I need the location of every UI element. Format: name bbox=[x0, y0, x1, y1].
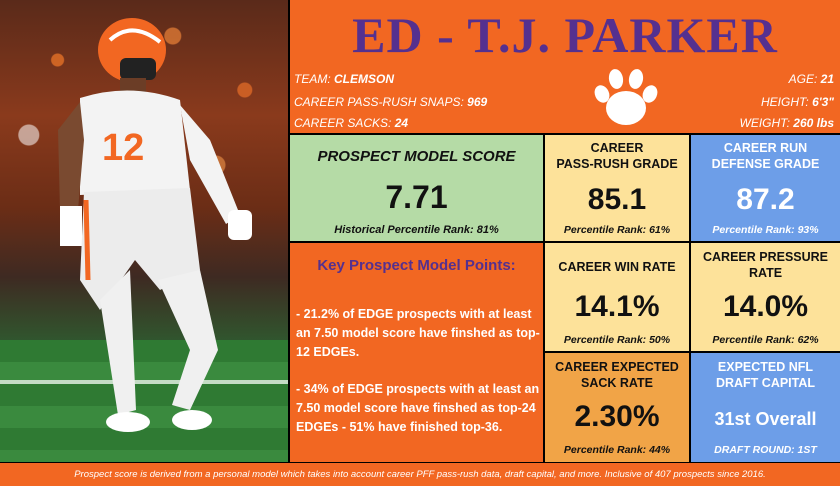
player-title: ED - T.J. PARKER bbox=[352, 7, 778, 63]
key-points-card: Key Prospect Model Points: - 21.2% of ED… bbox=[290, 243, 543, 462]
key-points-title: Key Prospect Model Points: bbox=[317, 257, 516, 274]
key-point-1: - 21.2% of EDGE prospects with at least … bbox=[296, 307, 540, 359]
draft-capital-label-1: EXPECTED NFL bbox=[717, 360, 814, 374]
age-value: 21 bbox=[820, 72, 834, 86]
height-info: HEIGHT: 6'3" bbox=[761, 95, 834, 109]
win-rate-label: CAREER WIN RATE bbox=[558, 260, 676, 274]
team-label: TEAM: bbox=[294, 72, 331, 86]
run-defense-grade-card: CAREER RUN DEFENSE GRADE 87.2 Percentile… bbox=[691, 135, 840, 241]
sacks-value: 24 bbox=[394, 116, 409, 130]
svg-text:12: 12 bbox=[102, 127, 144, 169]
team-value: CLEMSON bbox=[334, 72, 395, 86]
win-rate-card: CAREER WIN RATE 14.1% Percentile Rank: 5… bbox=[545, 243, 689, 351]
snaps-label: CAREER PASS-RUSH SNAPS: bbox=[294, 95, 464, 109]
age-label: AGE: bbox=[788, 72, 818, 86]
draft-round: DRAFT ROUND: 1ST bbox=[714, 444, 817, 456]
model-score-card: PROSPECT MODEL SCORE 7.71 Historical Per… bbox=[290, 135, 543, 241]
sack-rate-value: 2.30% bbox=[574, 400, 660, 433]
pass-rush-grade-card: CAREER PASS-RUSH GRADE 85.1 Percentile R… bbox=[545, 135, 689, 241]
pass-rush-label-2: PASS-RUSH GRADE bbox=[556, 157, 678, 171]
sacks-label: CAREER SACKS: bbox=[294, 116, 392, 130]
height-value: 6'3" bbox=[812, 95, 834, 109]
sack-rate-percentile: Percentile Rank: 44% bbox=[563, 444, 671, 456]
win-rate-percentile: Percentile Rank: 50% bbox=[563, 334, 671, 346]
header-panel: ED - T.J. PARKER TEAM: CLEMSON CAREER PA… bbox=[290, 0, 840, 133]
run-defense-label-2: DEFENSE GRADE bbox=[711, 157, 820, 171]
sack-rate-label-2: SACK RATE bbox=[581, 376, 653, 390]
sack-rate-label-1: CAREER EXPECTED bbox=[555, 360, 679, 374]
draft-capital-label-2: DRAFT CAPITAL bbox=[715, 376, 816, 390]
draft-capital-value: 31st Overall bbox=[714, 409, 817, 429]
age-info: AGE: 21 bbox=[789, 72, 834, 86]
weight-info: WEIGHT: 260 lbs bbox=[740, 116, 834, 130]
snaps-value: 969 bbox=[467, 95, 488, 109]
field-yard-line bbox=[0, 380, 288, 384]
pressure-rate-label-1: CAREER PRESSURE bbox=[702, 250, 829, 264]
run-defense-label-1: CAREER RUN bbox=[723, 141, 808, 155]
run-defense-value: 87.2 bbox=[736, 183, 795, 216]
weight-value: 260 lbs bbox=[793, 116, 834, 130]
draft-capital-card: EXPECTED NFL DRAFT CAPITAL 31st Overall … bbox=[691, 353, 840, 462]
footer-note: Prospect score is derived from a persona… bbox=[0, 463, 840, 486]
model-score-value: 7.71 bbox=[385, 179, 448, 215]
win-rate-value: 14.1% bbox=[574, 290, 660, 323]
tiger-paw-icon bbox=[594, 69, 658, 125]
model-score-label: PROSPECT MODEL SCORE bbox=[317, 148, 516, 165]
pressure-rate-label-2: RATE bbox=[748, 266, 783, 280]
football-field bbox=[0, 340, 288, 462]
pass-rush-value: 85.1 bbox=[587, 183, 647, 216]
model-score-percentile: Historical Percentile Rank: 81% bbox=[334, 224, 499, 236]
football-player-figure: 12 bbox=[58, 18, 252, 432]
weight-label: WEIGHT: bbox=[739, 116, 790, 130]
snaps-info: CAREER PASS-RUSH SNAPS: 969 bbox=[294, 95, 487, 109]
pass-rush-label-1: CAREER bbox=[590, 141, 644, 155]
run-defense-percentile: Percentile Rank: 93% bbox=[712, 224, 819, 236]
key-point-2: - 34% of EDGE prospects with at least an… bbox=[296, 382, 540, 434]
sack-rate-card: CAREER EXPECTED SACK RATE 2.30% Percenti… bbox=[545, 353, 689, 462]
pressure-rate-percentile: Percentile Rank: 62% bbox=[712, 334, 819, 346]
height-label: HEIGHT: bbox=[760, 95, 809, 109]
team-info: TEAM: CLEMSON bbox=[294, 72, 394, 86]
player-photo: 12 bbox=[0, 0, 288, 462]
pressure-rate-value: 14.0% bbox=[722, 290, 809, 323]
pass-rush-percentile: Percentile Rank: 61% bbox=[563, 224, 671, 236]
pressure-rate-card: CAREER PRESSURE RATE 14.0% Percentile Ra… bbox=[691, 243, 840, 351]
sacks-info: CAREER SACKS: 24 bbox=[294, 116, 408, 130]
